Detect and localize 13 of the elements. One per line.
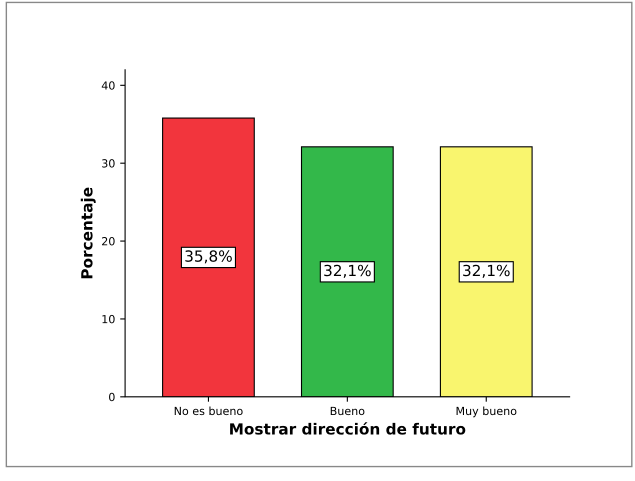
x-tick-label: No es bueno: [174, 406, 243, 416]
data-label: 35,8%: [185, 250, 232, 264]
data-label: 32,1%: [463, 264, 510, 278]
y-tick-label: 40: [102, 81, 115, 90]
x-tick-label: Bueno: [330, 406, 364, 416]
x-tick-label: Muy bueno: [456, 406, 516, 418]
y-axis-title: Porcentaje: [80, 188, 96, 278]
y-tick-label: 10: [102, 314, 115, 324]
y-tick-label: 20: [102, 237, 115, 246]
data-label: 32,1%: [324, 264, 371, 278]
y-tick-label: 0: [109, 392, 115, 402]
y-tick-label: 30: [102, 159, 115, 168]
x-axis-title: Mostrar dirección de futuro: [230, 422, 466, 435]
